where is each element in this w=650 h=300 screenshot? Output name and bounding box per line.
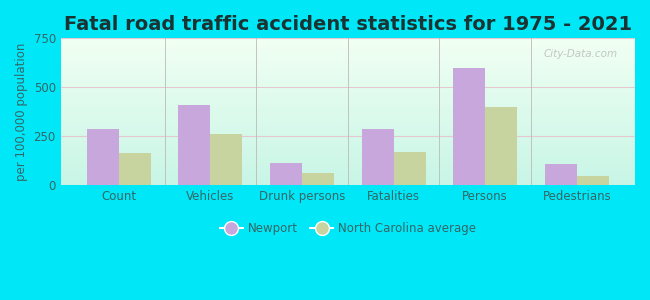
Bar	[60, 57, 635, 60]
Bar	[270, 163, 302, 185]
Bar	[60, 68, 635, 71]
Legend: Newport, North Carolina average: Newport, North Carolina average	[215, 218, 481, 240]
Bar	[60, 101, 635, 104]
Bar	[577, 176, 609, 185]
Text: City-Data.com: City-Data.com	[543, 49, 618, 58]
Bar	[60, 137, 635, 141]
Bar	[60, 134, 635, 137]
Bar	[60, 79, 635, 83]
Title: Fatal road traffic accident statistics for 1975 - 2021: Fatal road traffic accident statistics f…	[64, 15, 632, 34]
Bar	[60, 119, 635, 123]
Bar	[60, 182, 635, 185]
Bar	[60, 130, 635, 134]
Bar	[60, 116, 635, 119]
Bar	[60, 46, 635, 49]
Bar	[486, 107, 517, 185]
Bar	[60, 152, 635, 156]
Bar	[60, 108, 635, 112]
Bar	[86, 129, 119, 185]
Bar	[60, 156, 635, 159]
Bar	[60, 49, 635, 53]
Bar	[60, 75, 635, 79]
Bar	[60, 170, 635, 174]
Bar	[361, 129, 394, 185]
Bar	[60, 104, 635, 108]
Bar	[119, 153, 151, 185]
Bar	[60, 53, 635, 57]
Bar	[60, 145, 635, 148]
Bar	[60, 90, 635, 93]
Bar	[60, 159, 635, 163]
Bar	[211, 134, 242, 185]
Bar	[545, 164, 577, 185]
Bar	[60, 112, 635, 116]
Y-axis label: per 100,000 population: per 100,000 population	[15, 43, 28, 181]
Bar	[60, 42, 635, 46]
Bar	[60, 82, 635, 86]
Bar	[60, 163, 635, 167]
Bar	[60, 141, 635, 145]
Bar	[394, 152, 426, 185]
Bar	[60, 60, 635, 64]
Bar	[60, 178, 635, 182]
Bar	[60, 93, 635, 97]
Bar	[60, 167, 635, 170]
Bar	[60, 71, 635, 75]
Bar	[60, 123, 635, 126]
Bar	[453, 68, 486, 185]
Bar	[60, 148, 635, 152]
Bar	[60, 174, 635, 178]
Bar	[302, 173, 334, 185]
Bar	[60, 126, 635, 130]
Bar	[178, 105, 211, 185]
Bar	[60, 86, 635, 90]
Bar	[60, 97, 635, 101]
Bar	[60, 38, 635, 42]
Bar	[60, 64, 635, 68]
